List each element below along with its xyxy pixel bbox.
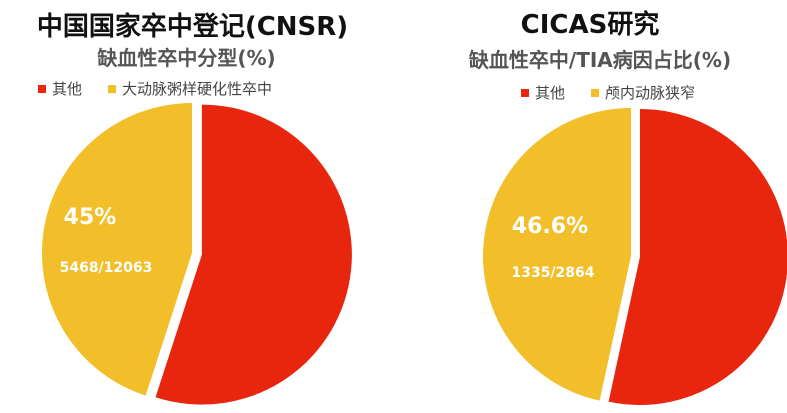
legend-swatch-red [38,84,46,93]
chart-title: 中国国家卒中登记(CNSR) [36,12,349,42]
chart-subtitle: 缺血性卒中/TIA病因占比(%) [468,48,732,72]
legend-swatch-yellow [591,88,600,97]
pie-chart-cicas: 46.6% 1335/2864 [483,108,787,405]
pie-slice-large-artery [42,103,192,396]
pie-slice-other [155,104,352,405]
data-label-fraction: 1335/2864 [511,265,594,281]
legend-label: 大动脉粥样硬化性卒中 [122,80,273,98]
chart-subtitle: 缺血性卒中分型(%) [97,46,276,70]
data-label-percent: 45% [64,205,117,230]
legend-item-other: 其他 [521,82,565,103]
legend-swatch-red [521,88,529,97]
legend-item-intracranial-stenosis: 颅内动脉狭窄 [591,82,695,103]
chart-legend: 其他 大动脉粥样硬化性卒中 [38,78,290,99]
legend-label: 颅内动脉狭窄 [605,84,696,102]
chart-legend: 其他 颅内动脉狭窄 [521,82,713,103]
pie-slice-intracranial-stenosis [483,108,631,401]
data-label-percent: 46.6% [512,214,588,239]
legend-item-large-artery: 大动脉粥样硬化性卒中 [108,78,272,99]
legend-label: 其他 [535,84,566,102]
pie-chart-cnsr: 45% 5468/12063 [42,103,352,405]
legend-label: 其他 [52,80,83,98]
legend-item-other: 其他 [38,78,82,99]
chart-panel-cnsr: 中国国家卒中登记(CNSR) 缺血性卒中分型(%) 其他 大动脉粥样硬化性卒中 … [0,0,393,413]
legend-swatch-yellow [108,84,117,93]
chart-title: CICAS研究 [520,10,660,40]
chart-panel-cicas: CICAS研究 缺血性卒中/TIA病因占比(%) 其他 颅内动脉狭窄 46.6%… [393,0,787,413]
pie-slice-other [608,108,787,405]
data-label-fraction: 5468/12063 [60,260,153,276]
